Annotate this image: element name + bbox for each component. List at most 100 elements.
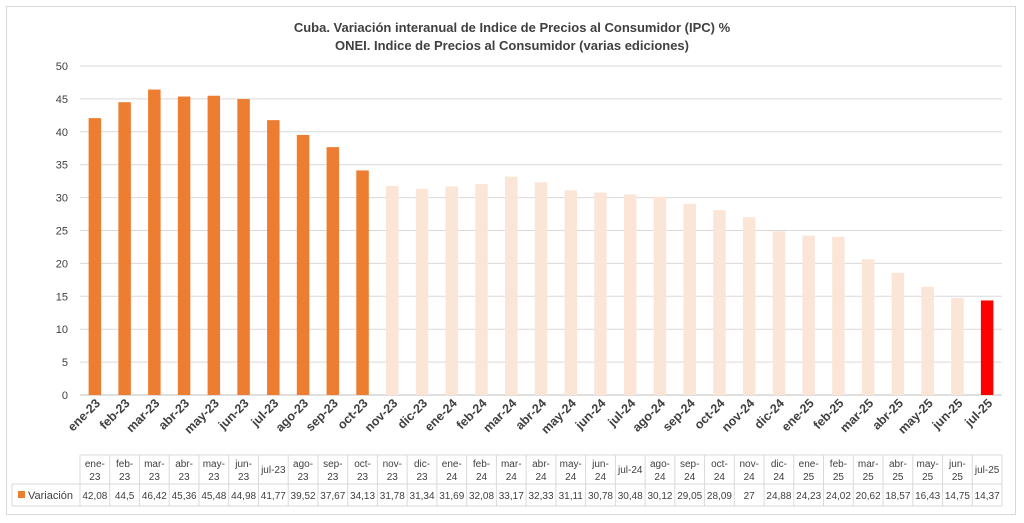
x-tick-label: jul-25 xyxy=(962,396,996,430)
table-header-cell: feb- xyxy=(116,459,133,470)
legend-swatch xyxy=(18,491,25,498)
table-value-cell: 30,78 xyxy=(588,491,613,502)
table-value-cell: 41,77 xyxy=(261,491,286,502)
x-tick-label: mar-25 xyxy=(837,396,876,435)
table-header-cell: feb- xyxy=(473,459,490,470)
table-header-cell: ene- xyxy=(442,459,462,470)
table-header-cell: 23 xyxy=(179,472,191,483)
table-header-cell: jul-23 xyxy=(260,465,286,476)
table-header-cell: may- xyxy=(560,459,582,470)
x-tick-label: jun-25 xyxy=(929,396,966,433)
table-header-cell: 24 xyxy=(744,472,756,483)
bar xyxy=(118,102,131,395)
x-tick-label: ago-23 xyxy=(273,396,311,434)
table-header-cell: ene- xyxy=(85,459,105,470)
table-header-cell: jun- xyxy=(948,459,966,470)
table-header-cell: jun- xyxy=(234,459,252,470)
table-header-cell: 24 xyxy=(595,472,607,483)
table-value-cell: 44,5 xyxy=(115,491,135,502)
table-header-cell: 25 xyxy=(833,472,845,483)
bar xyxy=(891,272,905,395)
table-header-cell: 24 xyxy=(684,472,696,483)
bar xyxy=(386,185,399,395)
table-value-cell: 31,34 xyxy=(410,491,435,502)
table-header-cell: mar- xyxy=(858,459,879,470)
y-tick-label: 50 xyxy=(56,61,68,73)
bar xyxy=(296,134,310,395)
bar xyxy=(88,118,102,396)
table-header-cell: jul-25 xyxy=(974,465,1000,476)
table-value-cell: 46,42 xyxy=(142,491,167,502)
bar xyxy=(177,96,191,396)
table-value-cell: 42,08 xyxy=(82,491,107,502)
bar xyxy=(861,259,875,395)
bar xyxy=(564,190,577,395)
bar xyxy=(742,217,756,395)
table-header-cell: 23 xyxy=(208,472,220,483)
bar xyxy=(980,300,994,395)
table-header-cell: 23 xyxy=(298,472,310,483)
table-header-cell: feb- xyxy=(830,459,847,470)
y-tick-label: 15 xyxy=(56,291,68,303)
y-tick-label: 45 xyxy=(56,94,68,106)
table-header-cell: 23 xyxy=(387,472,399,483)
table-header-cell: dic- xyxy=(414,459,430,470)
table-header-cell: nov- xyxy=(739,459,758,470)
y-axis: 0 5 10 15 20 25 30 35 40 45 50 xyxy=(56,61,68,402)
x-tick-label: sep-23 xyxy=(303,396,341,434)
table-value-cell: 45,48 xyxy=(201,491,226,502)
table-header-cell: abr- xyxy=(532,459,550,470)
bars xyxy=(88,89,994,396)
table-value-cell: 31,69 xyxy=(439,491,464,502)
bar xyxy=(267,120,280,396)
table-header-cell: 24 xyxy=(714,472,726,483)
bar xyxy=(415,188,429,395)
table-header-cell: 25 xyxy=(803,472,815,483)
table-value-cell: 33,17 xyxy=(499,491,524,502)
table-header-cell: sep- xyxy=(680,459,699,470)
table-header-cell: 23 xyxy=(416,472,428,483)
bar xyxy=(445,186,459,395)
table-header-cell: nov- xyxy=(383,459,402,470)
x-tick-label: ago-24 xyxy=(630,396,668,434)
table-header-cell: oct- xyxy=(711,459,728,470)
table-header-cell: 23 xyxy=(238,472,250,483)
bar xyxy=(772,231,786,395)
x-tick-label: jun-24 xyxy=(572,396,609,433)
x-tick-label: nov-23 xyxy=(362,396,400,434)
bar xyxy=(326,147,340,395)
bar xyxy=(951,297,964,395)
table-value-cell: 24,02 xyxy=(826,491,851,502)
data-table: ene- 23 feb- 23 mar- 23 abr- 23 may- 23 jun- 23 jul-… xyxy=(11,454,1003,507)
table-value-cell: 39,52 xyxy=(291,491,316,502)
table-header-cell: 25 xyxy=(863,472,875,483)
x-axis: ene-23feb-23mar-23abr-23may-23jun-23jul-… xyxy=(65,396,995,436)
table-header-cell: abr- xyxy=(175,459,193,470)
x-tick-label: ene-23 xyxy=(65,396,103,434)
chart-subtitle: ONEI. Indice de Precios al Consumidor (v… xyxy=(335,38,689,53)
bar xyxy=(653,196,667,395)
y-tick-label: 5 xyxy=(62,357,68,369)
bar xyxy=(802,235,815,395)
y-tick-label: 35 xyxy=(56,160,68,172)
table-header-cell: mar- xyxy=(144,459,165,470)
y-tick-label: 30 xyxy=(56,193,68,205)
table-header-cell: 23 xyxy=(327,472,339,483)
table-header-cell: abr- xyxy=(889,459,907,470)
table-header-cell: 24 xyxy=(506,472,518,483)
table-header-cell: sep- xyxy=(323,459,342,470)
bar xyxy=(207,95,221,395)
x-tick-label: jun-23 xyxy=(215,396,252,433)
table-header-cell: ago- xyxy=(293,459,313,470)
bar xyxy=(148,89,161,395)
x-tick-label: nov-24 xyxy=(719,396,757,434)
bar xyxy=(594,192,607,395)
table-header-cell: 24 xyxy=(773,472,785,483)
table-header-cell: 23 xyxy=(119,472,131,483)
table-value-cell: 34,13 xyxy=(350,491,375,502)
bar xyxy=(623,194,637,395)
table-header-cell: oct- xyxy=(354,459,371,470)
table-header-cell: 24 xyxy=(476,472,488,483)
bar xyxy=(505,176,518,395)
